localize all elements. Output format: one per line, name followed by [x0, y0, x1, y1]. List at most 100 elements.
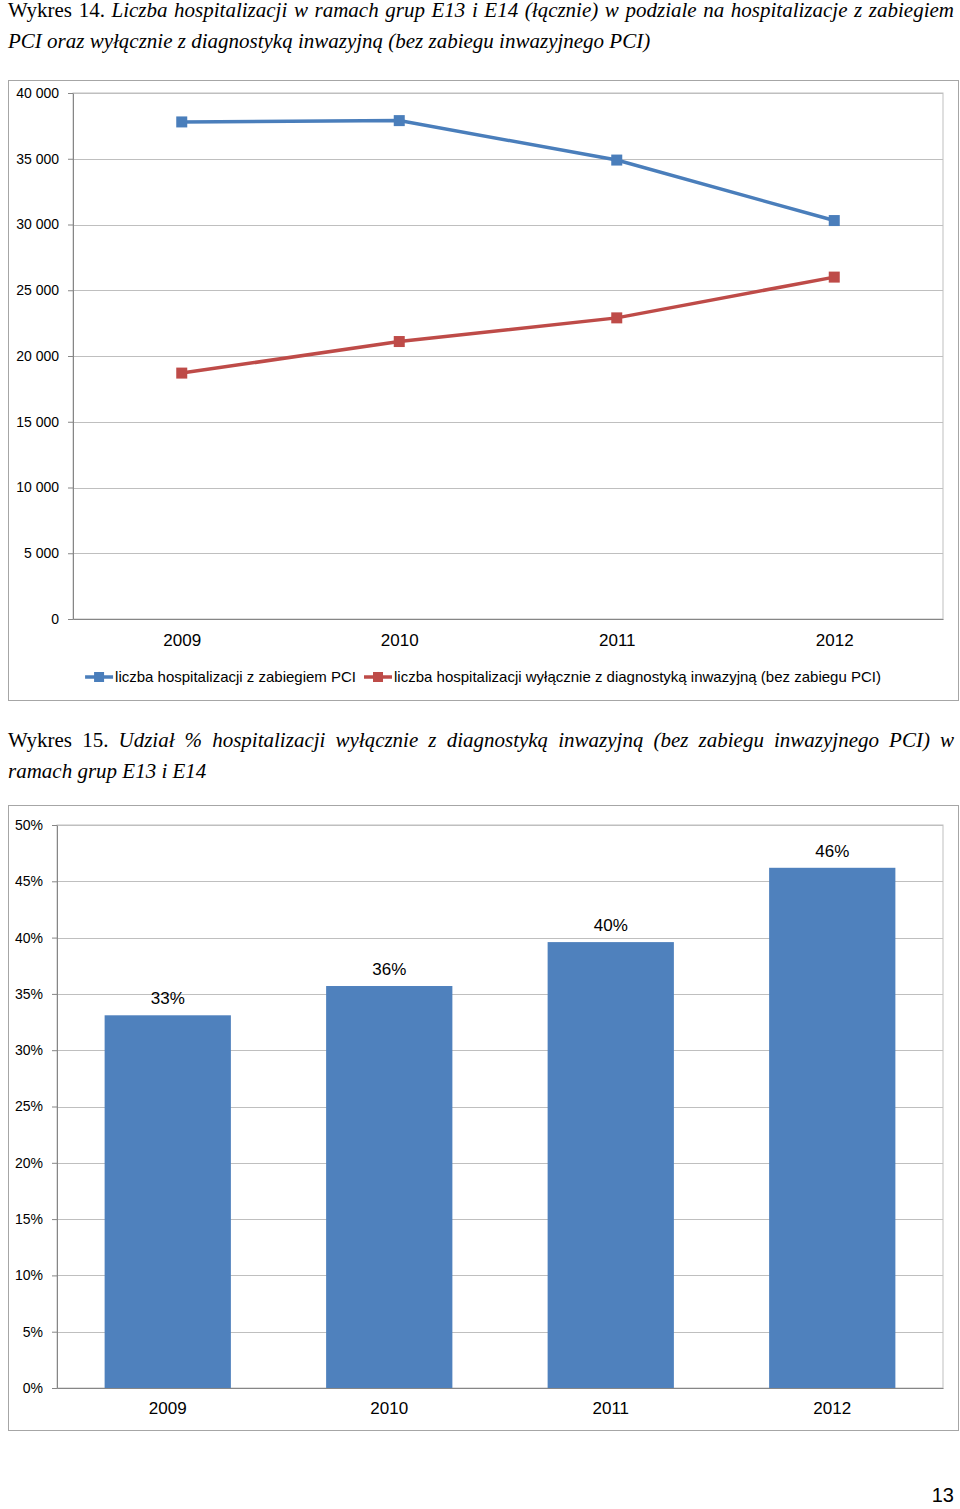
grid-line — [73, 553, 943, 554]
x-tick-label: 2012 — [813, 1399, 851, 1418]
y-tick-label: 35% — [15, 986, 43, 1002]
bar — [548, 942, 674, 1388]
legend-label: liczba hospitalizacji z zabiegiem PCI — [115, 668, 356, 685]
x-tick-label: 2012 — [816, 631, 854, 650]
x-tick: 2011 — [599, 619, 636, 650]
data-label: 46% — [815, 842, 849, 861]
y-tick-mark — [52, 1275, 57, 1276]
y-tick-mark — [68, 553, 73, 554]
data-label: 33% — [151, 989, 185, 1008]
grid-line — [73, 93, 943, 94]
y-tick-mark — [68, 93, 73, 94]
legend-swatch-marker — [373, 672, 383, 682]
y-tick-label: 15% — [15, 1211, 43, 1227]
grid-line — [73, 356, 943, 357]
x-tick-label: 2011 — [592, 1399, 629, 1418]
x-tick: 2009 — [163, 619, 201, 650]
x-tick: 2012 — [816, 619, 854, 650]
grid — [73, 94, 943, 620]
y-tick: 15 000 — [16, 414, 73, 430]
series-marker — [829, 272, 840, 283]
y-axis: 0 5 000 10 000 15 000 20 000 25 000 30 000 35 0… — [16, 85, 73, 627]
page-canvas: 0 5 000 10 000 15 000 20 000 25 000 30 000 35 0… — [0, 0, 960, 1509]
y-tick-mark — [52, 825, 57, 826]
data-labels: 33%36%40%46% — [151, 842, 850, 1009]
y-tick: 50% — [15, 817, 57, 833]
y-tick-label: 25 000 — [16, 282, 59, 298]
y-tick-mark — [52, 1050, 57, 1051]
grid — [57, 826, 943, 1389]
y-tick: 35 000 — [16, 151, 73, 167]
plot-frame — [57, 825, 943, 1388]
x-tick-label: 2009 — [163, 631, 201, 650]
y-tick: 30 000 — [16, 216, 73, 232]
y-tick: 20 000 — [16, 348, 73, 364]
y-tick: 40% — [15, 930, 57, 946]
grid-line — [73, 159, 943, 160]
x-tick: 2011 — [592, 1388, 629, 1418]
y-tick-mark — [68, 619, 73, 620]
y-tick-label: 10 000 — [16, 479, 59, 495]
y-tick-label: 25% — [15, 1098, 43, 1114]
legend-label: liczba hospitalizacji wyłącznie z diagno… — [394, 668, 881, 685]
y-tick-label: 20% — [15, 1155, 43, 1171]
y-tick: 25 000 — [16, 282, 73, 298]
chart: 0%5%10%15%20%25%30%35%40%45%50%200920102… — [9, 806, 959, 1431]
x-tick: 2010 — [381, 619, 419, 650]
y-tick-mark — [68, 488, 73, 489]
y-tick-label: 0% — [23, 1380, 43, 1396]
y-tick: 15% — [15, 1211, 57, 1227]
plot-marks — [105, 868, 896, 1388]
y-tick: 5 000 — [24, 545, 73, 561]
series-marker — [394, 115, 405, 126]
grid-line — [73, 290, 943, 291]
series — [176, 272, 840, 379]
series-marker — [176, 368, 187, 379]
x-tick: 2009 — [149, 1388, 187, 1418]
y-tick-mark — [52, 994, 57, 995]
chart-border — [9, 81, 959, 701]
y-tick-mark — [68, 159, 73, 160]
x-axis-line — [74, 619, 944, 620]
y-tick-mark — [68, 422, 73, 423]
x-tick-label: 2011 — [599, 631, 636, 650]
y-tick-mark — [68, 356, 73, 357]
series-marker — [829, 215, 840, 226]
y-tick-mark — [52, 881, 57, 882]
grid-line — [57, 825, 943, 826]
x-tick: 2010 — [370, 1388, 408, 1418]
y-tick-mark — [52, 1107, 57, 1108]
y-tick-label: 5% — [23, 1324, 43, 1340]
y-tick-label: 50% — [15, 817, 43, 833]
series — [176, 115, 840, 226]
x-axis: 2009 2010 2011 2012 — [74, 619, 944, 650]
y-tick-mark — [52, 1388, 57, 1389]
series-line — [182, 277, 835, 373]
bar — [105, 1015, 231, 1388]
y-tick-label: 15 000 — [16, 414, 59, 430]
series-marker — [611, 312, 622, 323]
y-tick: 5% — [23, 1324, 57, 1340]
data-label: 36% — [372, 960, 406, 979]
chart-title: Wykres 15. Udział % hospitalizacji wyłąc… — [8, 725, 954, 787]
series-line — [182, 121, 835, 221]
x-tick-label: 2009 — [149, 1399, 187, 1418]
y-tick-label: 0 — [51, 611, 59, 627]
legend-item: liczba hospitalizacji z zabiegiem PCI — [85, 668, 356, 685]
y-tick: 25% — [15, 1098, 57, 1114]
grid-line — [73, 225, 943, 226]
y-tick: 10% — [15, 1267, 57, 1283]
chart: 0 5 000 10 000 15 000 20 000 25 000 30 000 35 0… — [9, 81, 959, 701]
y-tick-label: 45% — [15, 873, 43, 889]
y-tick-label: 10% — [15, 1267, 43, 1283]
y-tick-mark — [68, 290, 73, 291]
y-tick-label: 5 000 — [24, 545, 59, 561]
y-axis-line — [73, 94, 74, 620]
page-number: 13 — [932, 1484, 954, 1507]
y-tick-mark — [52, 1219, 57, 1220]
grid-line — [73, 422, 943, 423]
y-tick-mark — [52, 1163, 57, 1164]
y-tick-label: 20 000 — [16, 348, 59, 364]
x-tick-label: 2010 — [370, 1399, 408, 1418]
y-tick-label: 35 000 — [16, 151, 59, 167]
